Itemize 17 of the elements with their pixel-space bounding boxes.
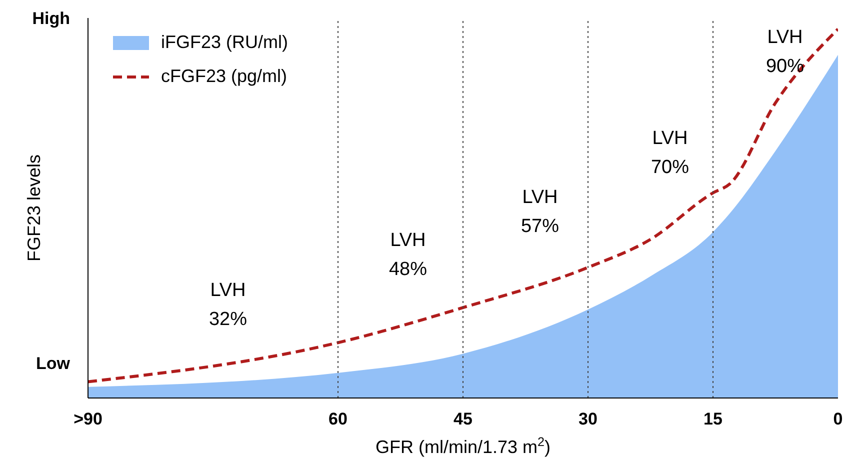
- text: Low: [36, 354, 71, 374]
- legend-label: cFGF23 (pg/ml): [161, 66, 288, 86]
- annotation: LVH 70%: [650, 128, 690, 178]
- annotation: LVH 90%: [766, 27, 804, 78]
- text: High: [32, 9, 70, 28]
- x-tick-label: 45: [454, 409, 472, 428]
- x-tick-label: >90: [74, 409, 102, 428]
- x-tick-label: 30: [578, 409, 598, 428]
- x-tick-label: 60: [328, 409, 348, 428]
- annotation: LVH 32%: [208, 280, 248, 330]
- y-axis-title: FGF23 levels: [24, 154, 44, 262]
- annotation: LVH 57%: [520, 187, 560, 238]
- x-tick-label: 15: [704, 409, 722, 428]
- legend-label: iFGF23 (RU/ml): [161, 32, 288, 52]
- x-axis-title: GFR (ml/min/1.73 m$^{2}$): [375, 435, 551, 457]
- x-tick-label: 0: [833, 409, 843, 428]
- annotation: LVH 48%: [388, 230, 428, 280]
